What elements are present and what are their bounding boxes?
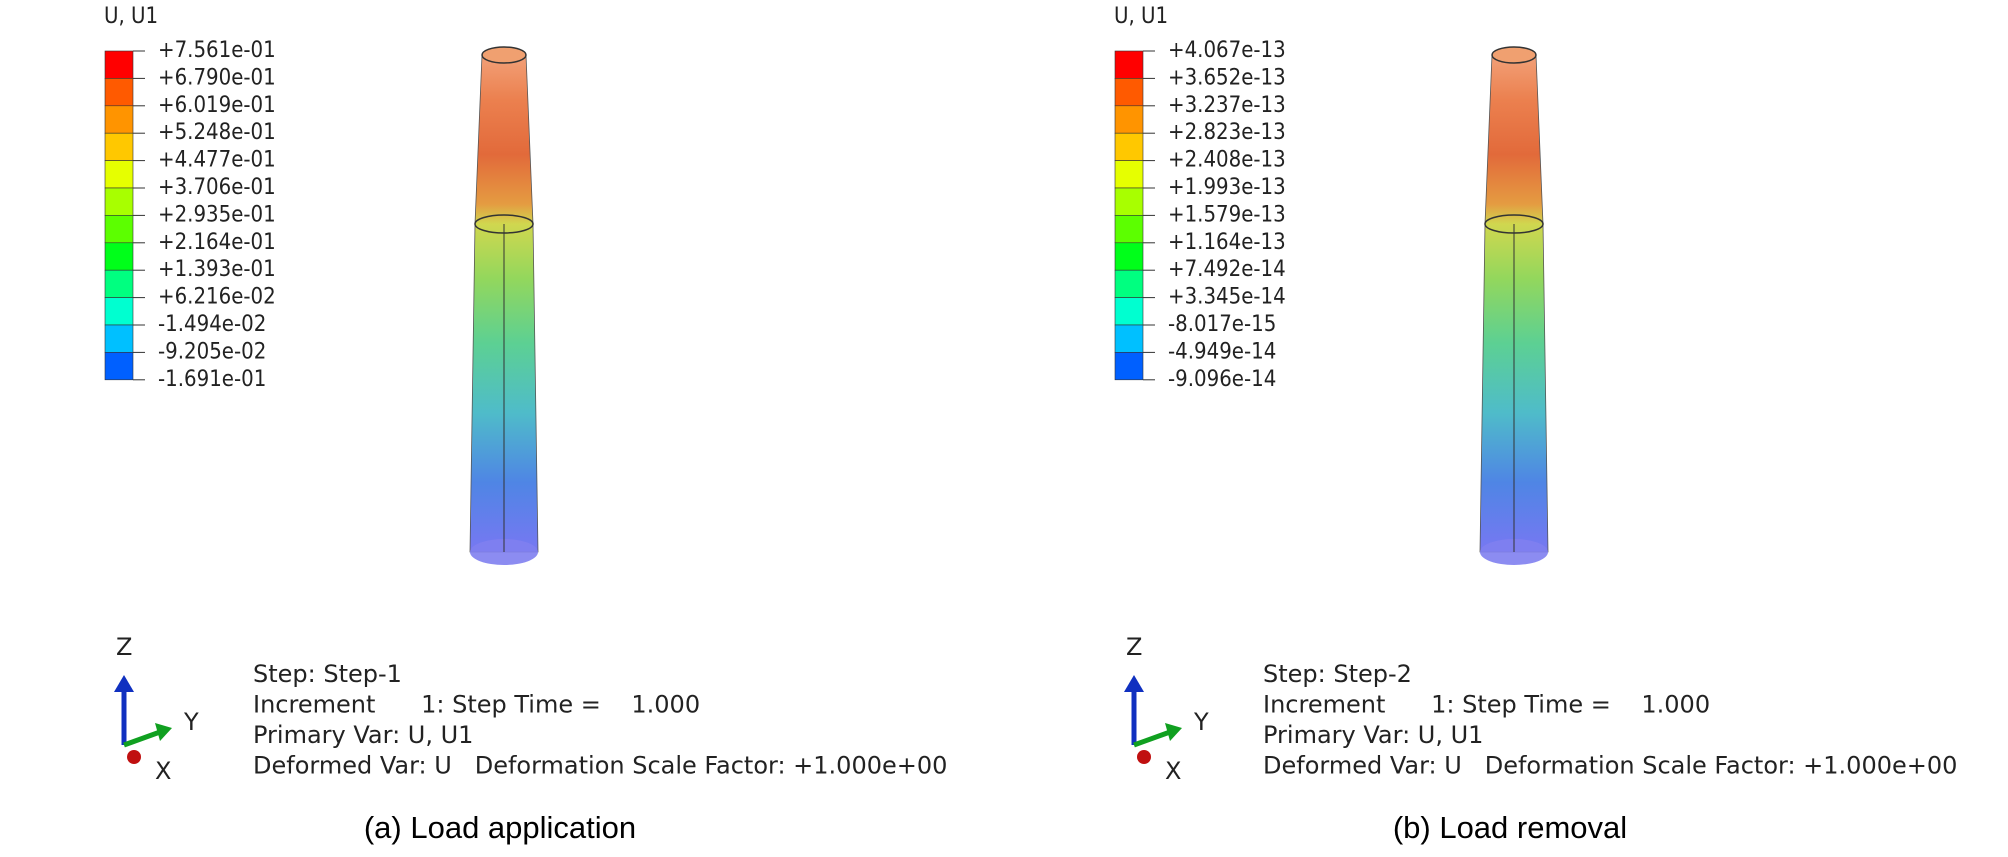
legend-label: +3.706e-01 [158, 175, 276, 200]
legend-label: -9.096e-14 [1168, 367, 1276, 392]
triad-x [127, 750, 141, 764]
cylinder-top [1491, 46, 1537, 64]
axis-label: Y [183, 708, 199, 736]
step-info: Step: Step-1 [253, 660, 402, 688]
axis-label: X [1165, 757, 1181, 785]
triad-y [123, 729, 161, 748]
legend-swatch [1114, 242, 1144, 271]
legend-swatch [1114, 297, 1144, 326]
axis-label: X [155, 757, 171, 785]
legend-label: +1.164e-13 [1168, 230, 1286, 255]
caption: (b) Load removal [1393, 810, 1627, 845]
legend-title: U, U1 [1114, 4, 1168, 29]
triad-z-head [114, 675, 134, 692]
step-info: Increment 1: Step Time = 1.000 [1263, 691, 1710, 719]
legend-label: +6.019e-01 [158, 93, 276, 118]
legend-swatch [104, 187, 134, 216]
axis-label: Z [1126, 633, 1142, 661]
legend-swatch [104, 132, 134, 161]
legend-label: +3.345e-14 [1168, 285, 1286, 310]
triad-x [1137, 750, 1151, 764]
step-info: Primary Var: U, U1 [253, 721, 473, 749]
legend-title: U, U1 [104, 4, 158, 29]
legend-label: +4.067e-13 [1168, 38, 1286, 63]
legend-swatch [104, 215, 134, 244]
step-info: Increment 1: Step Time = 1.000 [253, 691, 700, 719]
legend-swatch [104, 269, 134, 298]
axis-label: Y [1193, 708, 1209, 736]
legend-swatch [104, 105, 134, 134]
legend-swatch [104, 297, 134, 326]
legend-label: +4.477e-01 [158, 148, 276, 173]
legend-swatch [1114, 269, 1144, 298]
legend-label: +1.579e-13 [1168, 202, 1286, 227]
legend-label: +2.823e-13 [1168, 120, 1286, 145]
legend-swatch [104, 352, 134, 381]
legend-swatch [1114, 105, 1144, 134]
legend-label: +7.561e-01 [158, 38, 276, 63]
caption: (a) Load application [364, 810, 636, 845]
legend-swatch [1114, 324, 1144, 353]
legend-label: -1.691e-01 [158, 367, 266, 392]
legend-swatch [104, 242, 134, 271]
legend-swatch [1114, 160, 1144, 189]
legend-label: -8.017e-15 [1168, 312, 1276, 337]
legend-label: -9.205e-02 [158, 339, 266, 364]
legend-swatch [104, 160, 134, 189]
triad-y-head [155, 723, 172, 741]
triad-y-head [1165, 723, 1182, 741]
legend-swatch [104, 78, 134, 107]
legend-label: +1.993e-13 [1168, 175, 1286, 200]
step-info: Primary Var: U, U1 [1263, 721, 1483, 749]
panel: U, U1+7.561e-01+6.790e-01 +6.019e-01+5.24… [104, 4, 947, 845]
legend-swatch [1114, 132, 1144, 161]
triad-z-head [1124, 675, 1144, 692]
legend-label: +7.492e-14 [1168, 257, 1286, 282]
step-info: Deformed Var: U Deformation Scale Factor… [1263, 752, 1957, 780]
legend-label: +6.790e-01 [158, 65, 276, 90]
legend-swatch [1114, 78, 1144, 107]
step-info: Deformed Var: U Deformation Scale Factor… [253, 752, 947, 780]
step-info: Step: Step-2 [1263, 660, 1412, 688]
triad-y [1133, 729, 1171, 748]
legend-label: +5.248e-01 [158, 120, 276, 145]
legend-label: -1.494e-02 [158, 312, 266, 337]
legend-swatch [1114, 50, 1144, 79]
legend-swatch [104, 324, 134, 353]
legend-label: +3.652e-13 [1168, 65, 1286, 90]
legend-swatch [1114, 352, 1144, 381]
legend-label: +2.408e-13 [1168, 148, 1286, 173]
legend-label: -4.949e-14 [1168, 339, 1276, 364]
legend-label: +2.935e-01 [158, 202, 276, 227]
legend-label: +2.164e-01 [158, 230, 276, 255]
legend-swatch [104, 50, 134, 79]
legend-swatch [1114, 215, 1144, 244]
legend-label: +1.393e-01 [158, 257, 276, 282]
legend-label: +6.216e-02 [158, 285, 276, 310]
legend-label: +3.237e-13 [1168, 93, 1286, 118]
legend-swatch [1114, 187, 1144, 216]
axis-label: Z [116, 633, 132, 661]
panel: U, U1+4.067e-13+3.652e-13 +3.237e-13+2.82… [1114, 4, 1957, 845]
cylinder-top [481, 46, 527, 64]
